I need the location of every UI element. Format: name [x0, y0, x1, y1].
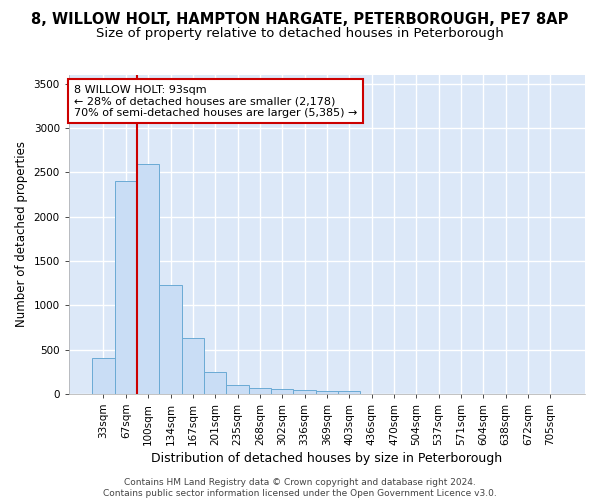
Bar: [316, 391, 338, 394]
Bar: [92, 358, 115, 394]
Bar: [204, 372, 226, 394]
Bar: [293, 390, 316, 394]
Bar: [249, 388, 271, 394]
Y-axis label: Number of detached properties: Number of detached properties: [15, 142, 28, 328]
Bar: [182, 338, 204, 394]
X-axis label: Distribution of detached houses by size in Peterborough: Distribution of detached houses by size …: [151, 452, 502, 465]
Bar: [338, 391, 361, 394]
Text: 8, WILLOW HOLT, HAMPTON HARGATE, PETERBOROUGH, PE7 8AP: 8, WILLOW HOLT, HAMPTON HARGATE, PETERBO…: [31, 12, 569, 28]
Text: 8 WILLOW HOLT: 93sqm
← 28% of detached houses are smaller (2,178)
70% of semi-de: 8 WILLOW HOLT: 93sqm ← 28% of detached h…: [74, 84, 358, 118]
Bar: [115, 182, 137, 394]
Bar: [137, 164, 160, 394]
Bar: [271, 388, 293, 394]
Bar: [226, 385, 249, 394]
Text: Contains HM Land Registry data © Crown copyright and database right 2024.
Contai: Contains HM Land Registry data © Crown c…: [103, 478, 497, 498]
Bar: [160, 285, 182, 394]
Text: Size of property relative to detached houses in Peterborough: Size of property relative to detached ho…: [96, 28, 504, 40]
